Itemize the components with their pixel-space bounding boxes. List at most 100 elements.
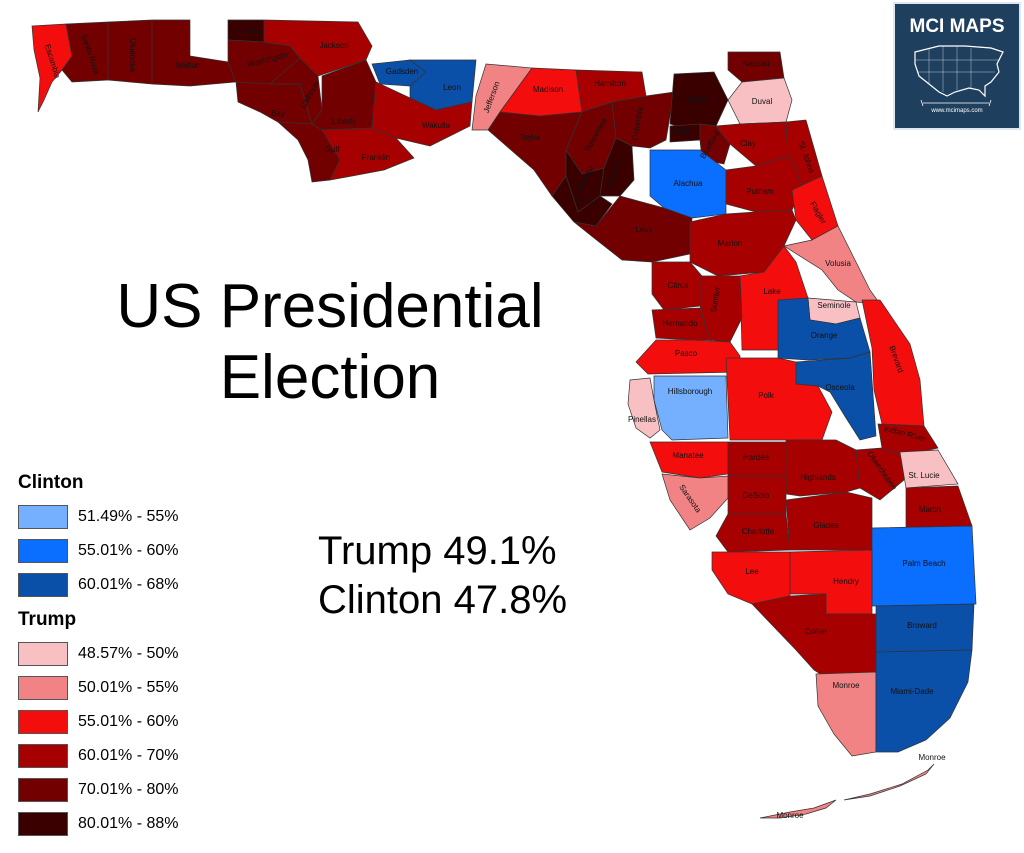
county-sumter bbox=[699, 275, 743, 343]
legend-heading-trump: Trump bbox=[18, 609, 77, 630]
legend-swatch bbox=[18, 642, 68, 666]
legend-item-trump-4: 60.01% - 70% bbox=[18, 744, 179, 768]
county-label: Martin bbox=[919, 505, 941, 514]
county-label: Baker bbox=[688, 95, 709, 104]
clinton-result: Clinton 47.8% bbox=[318, 578, 568, 622]
legend-swatch bbox=[18, 744, 68, 768]
county-label: Hillsborough bbox=[668, 387, 712, 396]
county-highlands bbox=[785, 439, 861, 497]
logo-title: MCI MAPS bbox=[909, 16, 1005, 37]
county-miami-dade bbox=[875, 649, 973, 753]
county-label: Gadsden bbox=[386, 67, 418, 76]
county-label: Hardee bbox=[743, 453, 770, 462]
county-label: Nassau bbox=[742, 59, 769, 68]
county-label: Seminole bbox=[817, 301, 851, 310]
counties-layer: Escambia Santa Rosa Okaloosa WaltonHolmesWa… bbox=[31, 19, 977, 820]
county-label: Lee bbox=[745, 567, 759, 576]
county-glades bbox=[785, 491, 873, 551]
legend-label: 60.01% - 70% bbox=[78, 747, 179, 764]
county-label: Monroe bbox=[918, 753, 946, 762]
legend-swatch bbox=[18, 505, 68, 529]
county-walton bbox=[151, 19, 237, 87]
legend-label: 55.01% - 60% bbox=[78, 713, 179, 730]
trump-result: Trump 49.1% bbox=[318, 529, 557, 573]
county-manatee bbox=[649, 441, 729, 479]
county-label: Madison bbox=[533, 85, 563, 94]
county-label: Liberty bbox=[332, 117, 356, 126]
legend-swatch bbox=[18, 676, 68, 700]
county-label: Orange bbox=[811, 331, 838, 340]
us-map-icon bbox=[914, 45, 1004, 107]
map-title-line-2: Election bbox=[219, 343, 441, 412]
legend-item-trump-2: 50.01% - 55% bbox=[18, 676, 179, 700]
logo-url: www.mcimaps.com bbox=[931, 108, 983, 114]
legend-label: 60.01% - 68% bbox=[78, 576, 179, 593]
county-label: Pasco bbox=[675, 349, 698, 358]
county-label: Putnam bbox=[746, 187, 774, 196]
legend-swatch bbox=[18, 573, 68, 597]
county-monroe-keys bbox=[759, 799, 837, 819]
legend-label: 48.57% - 50% bbox=[78, 645, 179, 662]
county-label: Hamilton bbox=[594, 79, 626, 88]
county-monroe-keys bbox=[843, 763, 935, 801]
county-hernando bbox=[651, 307, 711, 341]
legend-label: 50.01% - 55% bbox=[78, 679, 179, 696]
county-label: Jackson bbox=[319, 41, 348, 50]
county-orange bbox=[777, 297, 871, 361]
county-label: Monroe bbox=[832, 681, 860, 690]
legend-item-trump-6: 80.01% - 88% bbox=[18, 812, 179, 836]
county-charlotte bbox=[715, 513, 791, 553]
legend-swatch bbox=[18, 778, 68, 802]
county-label: Franklin bbox=[362, 153, 390, 162]
county-label: Polk bbox=[758, 391, 775, 400]
county-label: Hendry bbox=[833, 577, 859, 586]
county-marion bbox=[689, 209, 797, 277]
county-columbia bbox=[611, 91, 675, 149]
mci-maps-logo: MCI MAPS www.mcimaps.com bbox=[893, 2, 1021, 130]
county-label: Dixie bbox=[575, 197, 593, 206]
county-hillsborough bbox=[653, 375, 729, 441]
county-label: Sumter bbox=[709, 286, 722, 313]
county-polk bbox=[725, 357, 833, 441]
county-label: Charlotte bbox=[742, 527, 775, 536]
county-gilchrist bbox=[599, 137, 635, 197]
county-label: Union bbox=[674, 127, 695, 136]
county-label: Alachua bbox=[674, 179, 703, 188]
legend-heading-clinton: Clinton bbox=[18, 472, 84, 493]
county-label: Okaloosa bbox=[128, 38, 137, 72]
county-st-lucie bbox=[899, 449, 959, 489]
county-label: Clay bbox=[740, 139, 756, 148]
county-lee bbox=[711, 551, 791, 605]
map-title-line-1: US Presidential bbox=[116, 272, 544, 341]
county-label: Pinellas bbox=[628, 415, 656, 424]
county-label: Miami-Dade bbox=[890, 687, 934, 696]
county-label: Broward bbox=[907, 621, 937, 630]
county-label: Citrus bbox=[668, 281, 689, 290]
county-alachua bbox=[649, 149, 727, 219]
county-label: Hernando bbox=[662, 319, 698, 328]
county-label: Bay bbox=[271, 109, 285, 118]
county-label: Volusia bbox=[825, 259, 851, 268]
legend-item-trump-3: 55.01% - 60% bbox=[18, 710, 179, 734]
legend-item-clinton-2: 55.01% - 60% bbox=[18, 539, 179, 563]
county-label: Marion bbox=[718, 239, 742, 248]
county-label: Palm Beach bbox=[902, 559, 945, 568]
county-label: Collier bbox=[805, 627, 828, 636]
county-label: Wakulla bbox=[422, 121, 451, 130]
legend-item-clinton-3: 60.01% - 68% bbox=[18, 573, 179, 597]
county-label: Highlands bbox=[800, 473, 836, 482]
legend-label: 80.01% - 88% bbox=[78, 815, 179, 832]
legend-swatch bbox=[18, 812, 68, 836]
county-label: Gulf bbox=[325, 145, 340, 154]
county-label: Glades bbox=[813, 521, 838, 530]
legend-item-trump-5: 70.01% - 80% bbox=[18, 778, 179, 802]
county-label: Manatee bbox=[672, 451, 704, 460]
county-label: Duval bbox=[752, 97, 773, 106]
county-label: Osceola bbox=[825, 383, 855, 392]
county-sarasota bbox=[661, 473, 729, 531]
county-label: Taylor bbox=[519, 133, 541, 142]
legend-label: 51.49% - 55% bbox=[78, 508, 179, 525]
legend-swatch bbox=[18, 539, 68, 563]
legend-item-clinton-1: 51.49% - 55% bbox=[18, 505, 179, 529]
